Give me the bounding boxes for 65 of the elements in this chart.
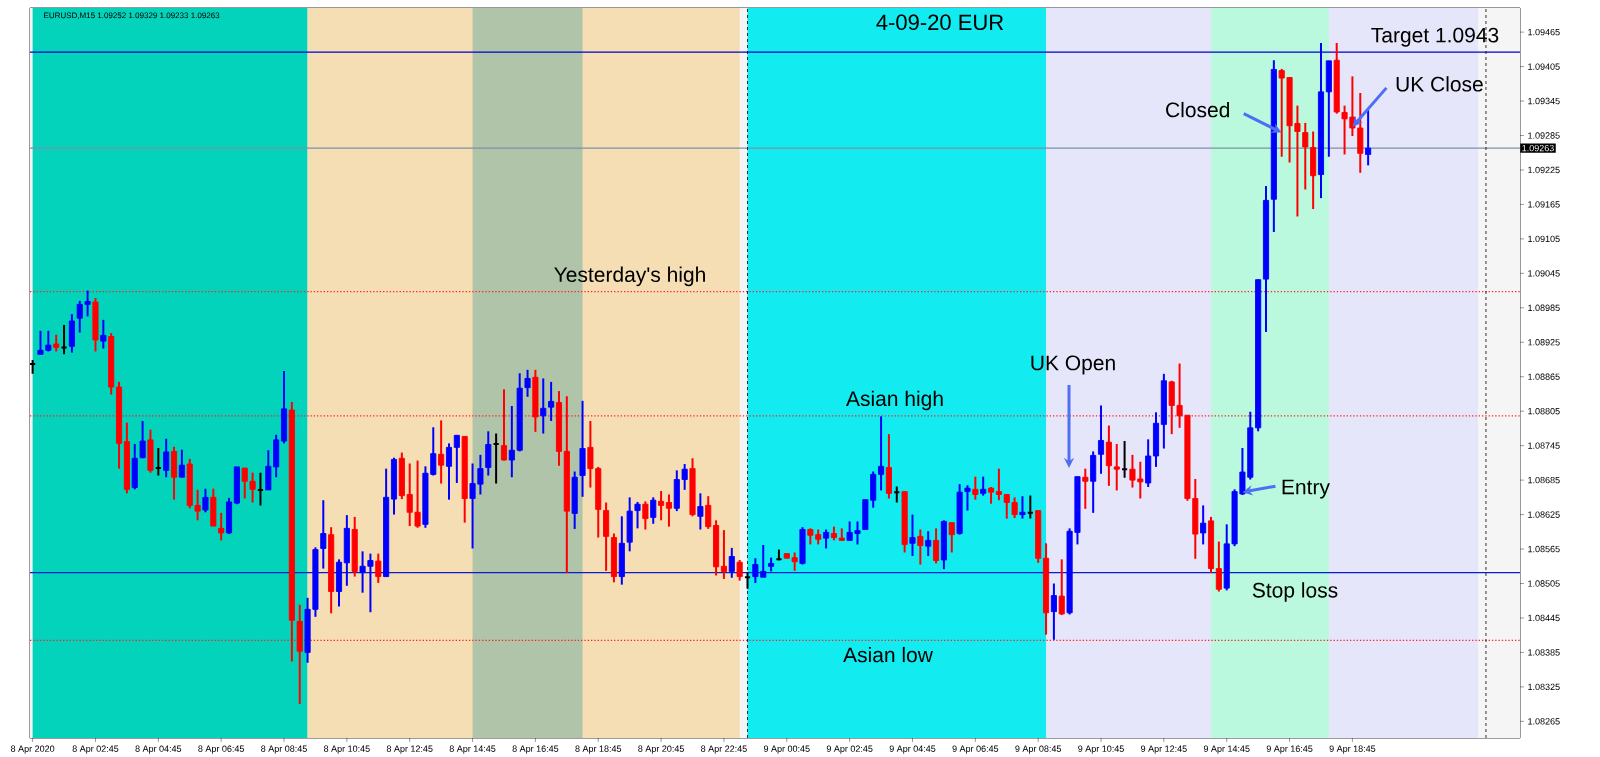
y-tick-label: 1.09285 [1528, 132, 1560, 139]
y-tick-label: 1.08745 [1528, 442, 1560, 449]
candlestick [256, 471, 265, 507]
candlestick [893, 485, 901, 504]
annotation: Entry [1282, 479, 1330, 499]
annotation: UK Close [1396, 76, 1483, 92]
y-tick-label: 1.08625 [1528, 511, 1560, 518]
y-tick-label: 1.08505 [1528, 580, 1560, 587]
x-tick-label: 8 Apr 12:45 [386, 745, 433, 754]
x-tick-label: 8 Apr 18:45 [575, 745, 622, 754]
candlestick [60, 324, 68, 356]
x-tick-label: 9 Apr 04:45 [889, 745, 936, 754]
x-tick-label: 8 Apr 10:45 [323, 745, 370, 754]
y-tick-label: 1.08325 [1528, 683, 1560, 691]
y-tick-label: 1.08385 [1528, 649, 1560, 656]
y-tick-label: 1.09345 [1528, 97, 1560, 105]
ref-line-label: Asian high [846, 390, 943, 411]
y-tick-label: 1.08565 [1528, 545, 1560, 553]
y-tick-label: 1.08865 [1528, 373, 1560, 380]
x-tick-label: 9 Apr 00:45 [763, 745, 810, 754]
x-tick-label: 9 Apr 18:45 [1329, 745, 1376, 754]
x-tick-label: 9 Apr 14:45 [1203, 745, 1250, 754]
chart-subtitle: EURUSD,M15 1.09252 1.09329 1.09233 1.09263 [44, 12, 220, 20]
annotation: Closed [1166, 101, 1230, 118]
x-tick-label: 9 Apr 12:45 [1141, 745, 1187, 754]
candlestick [1026, 494, 1034, 520]
x-tick-label: 9 Apr 02:45 [826, 745, 873, 754]
x-tick-label: 8 Apr 02:45 [72, 745, 119, 754]
y-tick-label: 1.09225 [1528, 166, 1560, 174]
x-tick-label: 8 Apr 22:45 [701, 745, 747, 754]
ref-line-label: Yesterday's high [554, 266, 705, 287]
annotation: Stop loss [1252, 582, 1338, 602]
y-tick-label: 1.09405 [1528, 63, 1560, 70]
candlestick [154, 446, 162, 477]
y-tick-label: 1.08925 [1528, 339, 1560, 346]
y-tick-label: 1.08985 [1528, 304, 1560, 311]
candlestick [838, 527, 845, 542]
x-tick-label: 9 Apr 10:45 [1078, 745, 1124, 754]
x-tick-label: 8 Apr 04:45 [135, 745, 182, 754]
x-tick-label: 8 Apr 20:45 [638, 745, 684, 754]
candlestick [492, 432, 500, 485]
x-tick-label: 8 Apr 16:45 [512, 745, 559, 754]
x-tick-label: 9 Apr 16:45 [1266, 745, 1313, 754]
y-tick-label: 1.08445 [1528, 614, 1560, 622]
y-tick-label: 1.09465 [1528, 28, 1560, 36]
y-tick-label: 1.09045 [1528, 270, 1560, 277]
ref-line-label: Asian low [843, 646, 933, 663]
candlestick [1113, 442, 1120, 492]
x-tick-label: 8 Apr 2020 [11, 745, 55, 754]
y-tick-label: 1.08265 [1528, 718, 1560, 725]
candlestick [1121, 440, 1129, 479]
ref-line-label: 1.09263 [1522, 144, 1554, 152]
x-tick-label: 9 Apr 06:45 [952, 745, 999, 754]
candlestick [775, 548, 783, 562]
y-tick-label: 1.09165 [1528, 201, 1560, 208]
y-tick-label: 1.08685 [1528, 476, 1560, 484]
x-tick-label: 8 Apr 14:45 [449, 745, 496, 754]
x-tick-label: 8 Apr 06:45 [198, 745, 245, 754]
chart-title: 4-09-20 EUR [876, 14, 1004, 31]
x-tick-label: 8 Apr 08:45 [261, 745, 307, 754]
y-tick-label: 1.09105 [1528, 235, 1560, 243]
candlestick [743, 571, 752, 590]
y-tick-label: 1.08805 [1528, 408, 1560, 415]
ref-line-label: Target 1.0943 [1371, 27, 1499, 47]
x-tick-label: 9 Apr 08:45 [1015, 745, 1062, 754]
